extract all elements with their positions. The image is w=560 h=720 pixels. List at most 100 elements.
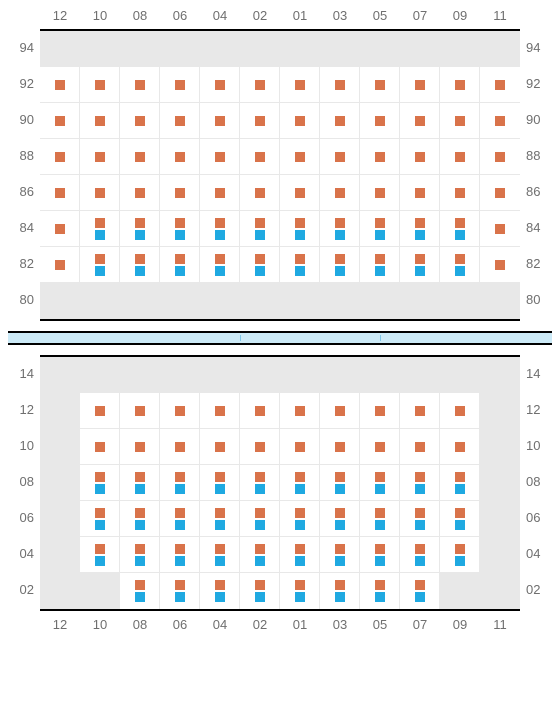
- cell-seat[interactable]: [240, 537, 280, 573]
- cell-seat[interactable]: [360, 175, 400, 211]
- cell-seat[interactable]: [480, 103, 520, 139]
- cell-seat[interactable]: [440, 139, 480, 175]
- cell-seat[interactable]: [120, 501, 160, 537]
- cell-seat[interactable]: [360, 393, 400, 429]
- cell-seat[interactable]: [80, 139, 120, 175]
- cell-seat[interactable]: [320, 465, 360, 501]
- cell-seat[interactable]: [480, 175, 520, 211]
- cell-seat[interactable]: [120, 537, 160, 573]
- cell-seat[interactable]: [240, 393, 280, 429]
- cell-seat[interactable]: [120, 139, 160, 175]
- cell-seat[interactable]: [320, 429, 360, 465]
- cell-seat[interactable]: [200, 103, 240, 139]
- cell-seat[interactable]: [480, 139, 520, 175]
- cell-seat[interactable]: [320, 139, 360, 175]
- cell-seat[interactable]: [160, 501, 200, 537]
- cell-seat[interactable]: [80, 537, 120, 573]
- cell-seat[interactable]: [200, 501, 240, 537]
- cell-seat[interactable]: [320, 573, 360, 609]
- cell-seat[interactable]: [440, 465, 480, 501]
- cell-seat[interactable]: [360, 247, 400, 283]
- cell-seat[interactable]: [160, 573, 200, 609]
- cell-seat[interactable]: [280, 103, 320, 139]
- cell-seat[interactable]: [280, 139, 320, 175]
- cell-seat[interactable]: [200, 573, 240, 609]
- cell-seat[interactable]: [200, 211, 240, 247]
- cell-seat[interactable]: [440, 247, 480, 283]
- cell-seat[interactable]: [120, 211, 160, 247]
- cell-seat[interactable]: [80, 211, 120, 247]
- cell-seat[interactable]: [120, 465, 160, 501]
- cell-seat[interactable]: [280, 501, 320, 537]
- cell-seat[interactable]: [320, 501, 360, 537]
- cell-seat[interactable]: [360, 67, 400, 103]
- cell-seat[interactable]: [160, 103, 200, 139]
- cell-seat[interactable]: [40, 211, 80, 247]
- cell-seat[interactable]: [80, 247, 120, 283]
- cell-seat[interactable]: [80, 465, 120, 501]
- cell-seat[interactable]: [200, 139, 240, 175]
- cell-seat[interactable]: [160, 247, 200, 283]
- cell-seat[interactable]: [280, 211, 320, 247]
- cell-seat[interactable]: [400, 103, 440, 139]
- cell-seat[interactable]: [360, 103, 400, 139]
- cell-seat[interactable]: [160, 211, 200, 247]
- cell-seat[interactable]: [480, 247, 520, 283]
- cell-seat[interactable]: [40, 175, 80, 211]
- cell-seat[interactable]: [120, 175, 160, 211]
- cell-seat[interactable]: [80, 429, 120, 465]
- cell-seat[interactable]: [200, 429, 240, 465]
- cell-seat[interactable]: [120, 67, 160, 103]
- cell-seat[interactable]: [440, 211, 480, 247]
- cell-seat[interactable]: [40, 67, 80, 103]
- cell-seat[interactable]: [40, 247, 80, 283]
- cell-seat[interactable]: [400, 393, 440, 429]
- cell-seat[interactable]: [40, 139, 80, 175]
- cell-seat[interactable]: [160, 537, 200, 573]
- cell-seat[interactable]: [280, 393, 320, 429]
- cell-seat[interactable]: [240, 465, 280, 501]
- cell-seat[interactable]: [280, 67, 320, 103]
- cell-seat[interactable]: [160, 67, 200, 103]
- cell-seat[interactable]: [360, 573, 400, 609]
- cell-seat[interactable]: [160, 429, 200, 465]
- cell-seat[interactable]: [440, 67, 480, 103]
- cell-seat[interactable]: [160, 393, 200, 429]
- cell-seat[interactable]: [120, 429, 160, 465]
- cell-seat[interactable]: [240, 573, 280, 609]
- cell-seat[interactable]: [240, 211, 280, 247]
- cell-seat[interactable]: [240, 247, 280, 283]
- cell-seat[interactable]: [440, 429, 480, 465]
- cell-seat[interactable]: [120, 103, 160, 139]
- cell-seat[interactable]: [360, 429, 400, 465]
- cell-seat[interactable]: [400, 501, 440, 537]
- cell-seat[interactable]: [400, 67, 440, 103]
- cell-seat[interactable]: [160, 175, 200, 211]
- cell-seat[interactable]: [240, 501, 280, 537]
- cell-seat[interactable]: [80, 393, 120, 429]
- cell-seat[interactable]: [240, 103, 280, 139]
- cell-seat[interactable]: [240, 139, 280, 175]
- cell-seat[interactable]: [120, 393, 160, 429]
- cell-seat[interactable]: [280, 465, 320, 501]
- cell-seat[interactable]: [360, 501, 400, 537]
- cell-seat[interactable]: [400, 247, 440, 283]
- cell-seat[interactable]: [440, 501, 480, 537]
- cell-seat[interactable]: [320, 67, 360, 103]
- cell-seat[interactable]: [120, 573, 160, 609]
- cell-seat[interactable]: [400, 573, 440, 609]
- cell-seat[interactable]: [200, 175, 240, 211]
- cell-seat[interactable]: [40, 103, 80, 139]
- cell-seat[interactable]: [440, 537, 480, 573]
- cell-seat[interactable]: [280, 175, 320, 211]
- cell-seat[interactable]: [240, 67, 280, 103]
- cell-seat[interactable]: [360, 211, 400, 247]
- cell-seat[interactable]: [400, 175, 440, 211]
- cell-seat[interactable]: [400, 537, 440, 573]
- cell-seat[interactable]: [240, 175, 280, 211]
- cell-seat[interactable]: [120, 247, 160, 283]
- cell-seat[interactable]: [200, 537, 240, 573]
- cell-seat[interactable]: [480, 67, 520, 103]
- cell-seat[interactable]: [80, 103, 120, 139]
- cell-seat[interactable]: [320, 393, 360, 429]
